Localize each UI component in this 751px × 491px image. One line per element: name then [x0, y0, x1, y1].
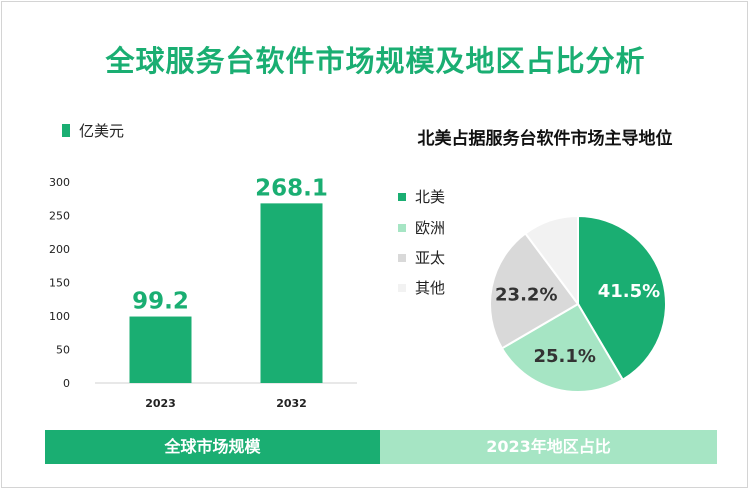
bar	[260, 203, 323, 383]
pie-slice	[523, 214, 579, 308]
pie-legend-label: 其他	[415, 279, 446, 297]
pie-legend-swatch	[398, 253, 406, 262]
pie-legend-item-north-america: 北美	[398, 186, 445, 207]
pie-legend-item-other: 其他	[398, 277, 445, 298]
pie-slice	[500, 302, 625, 393]
pie-legend-swatch	[398, 192, 406, 201]
pie-legend-swatch	[398, 283, 406, 292]
y-tick-label: 250	[49, 210, 70, 223]
pie-legend-label: 亚太	[415, 249, 446, 267]
pie-data-label: 23.2%	[495, 284, 557, 305]
pie-data-label: 25.1%	[533, 346, 595, 367]
pie-legend-item-asia-pacific: 亚太	[398, 247, 445, 268]
pie-legend-label: 欧洲	[415, 219, 446, 237]
x-tick-label: 2032	[276, 397, 307, 410]
pie-slice	[577, 214, 667, 382]
y-tick-label: 200	[49, 243, 70, 256]
y-tick-label: 300	[49, 176, 70, 189]
pie-data-label: 41.5%	[598, 281, 660, 302]
y-tick-label: 100	[49, 310, 70, 323]
y-tick-label: 150	[49, 277, 70, 290]
y-tick-label: 0	[63, 377, 70, 390]
pie-slice	[489, 232, 580, 350]
bar-data-label: 99.2	[132, 289, 189, 315]
pie-chart-title: 北美占据服务台软件市场主导地位	[417, 129, 673, 149]
bar-legend: 亿美元	[62, 120, 124, 141]
pie-legend-swatch	[398, 223, 406, 232]
bar-legend-label: 亿美元	[79, 122, 125, 140]
pie-legend-label: 北美	[415, 188, 446, 206]
bar-data-label: 268.1	[255, 175, 328, 201]
x-tick-label: 2023	[145, 397, 176, 410]
bar-legend-swatch	[62, 124, 70, 137]
y-tick-label: 50	[56, 344, 70, 357]
footer-label-region-share: 2023年地区占比	[380, 430, 717, 464]
footer-label-market-size: 全球市场规模	[45, 430, 380, 464]
pie-legend-item-europe: 欧洲	[398, 217, 445, 238]
bar	[129, 316, 192, 383]
page-title: 全球服务台软件市场规模及地区占比分析	[105, 44, 646, 78]
